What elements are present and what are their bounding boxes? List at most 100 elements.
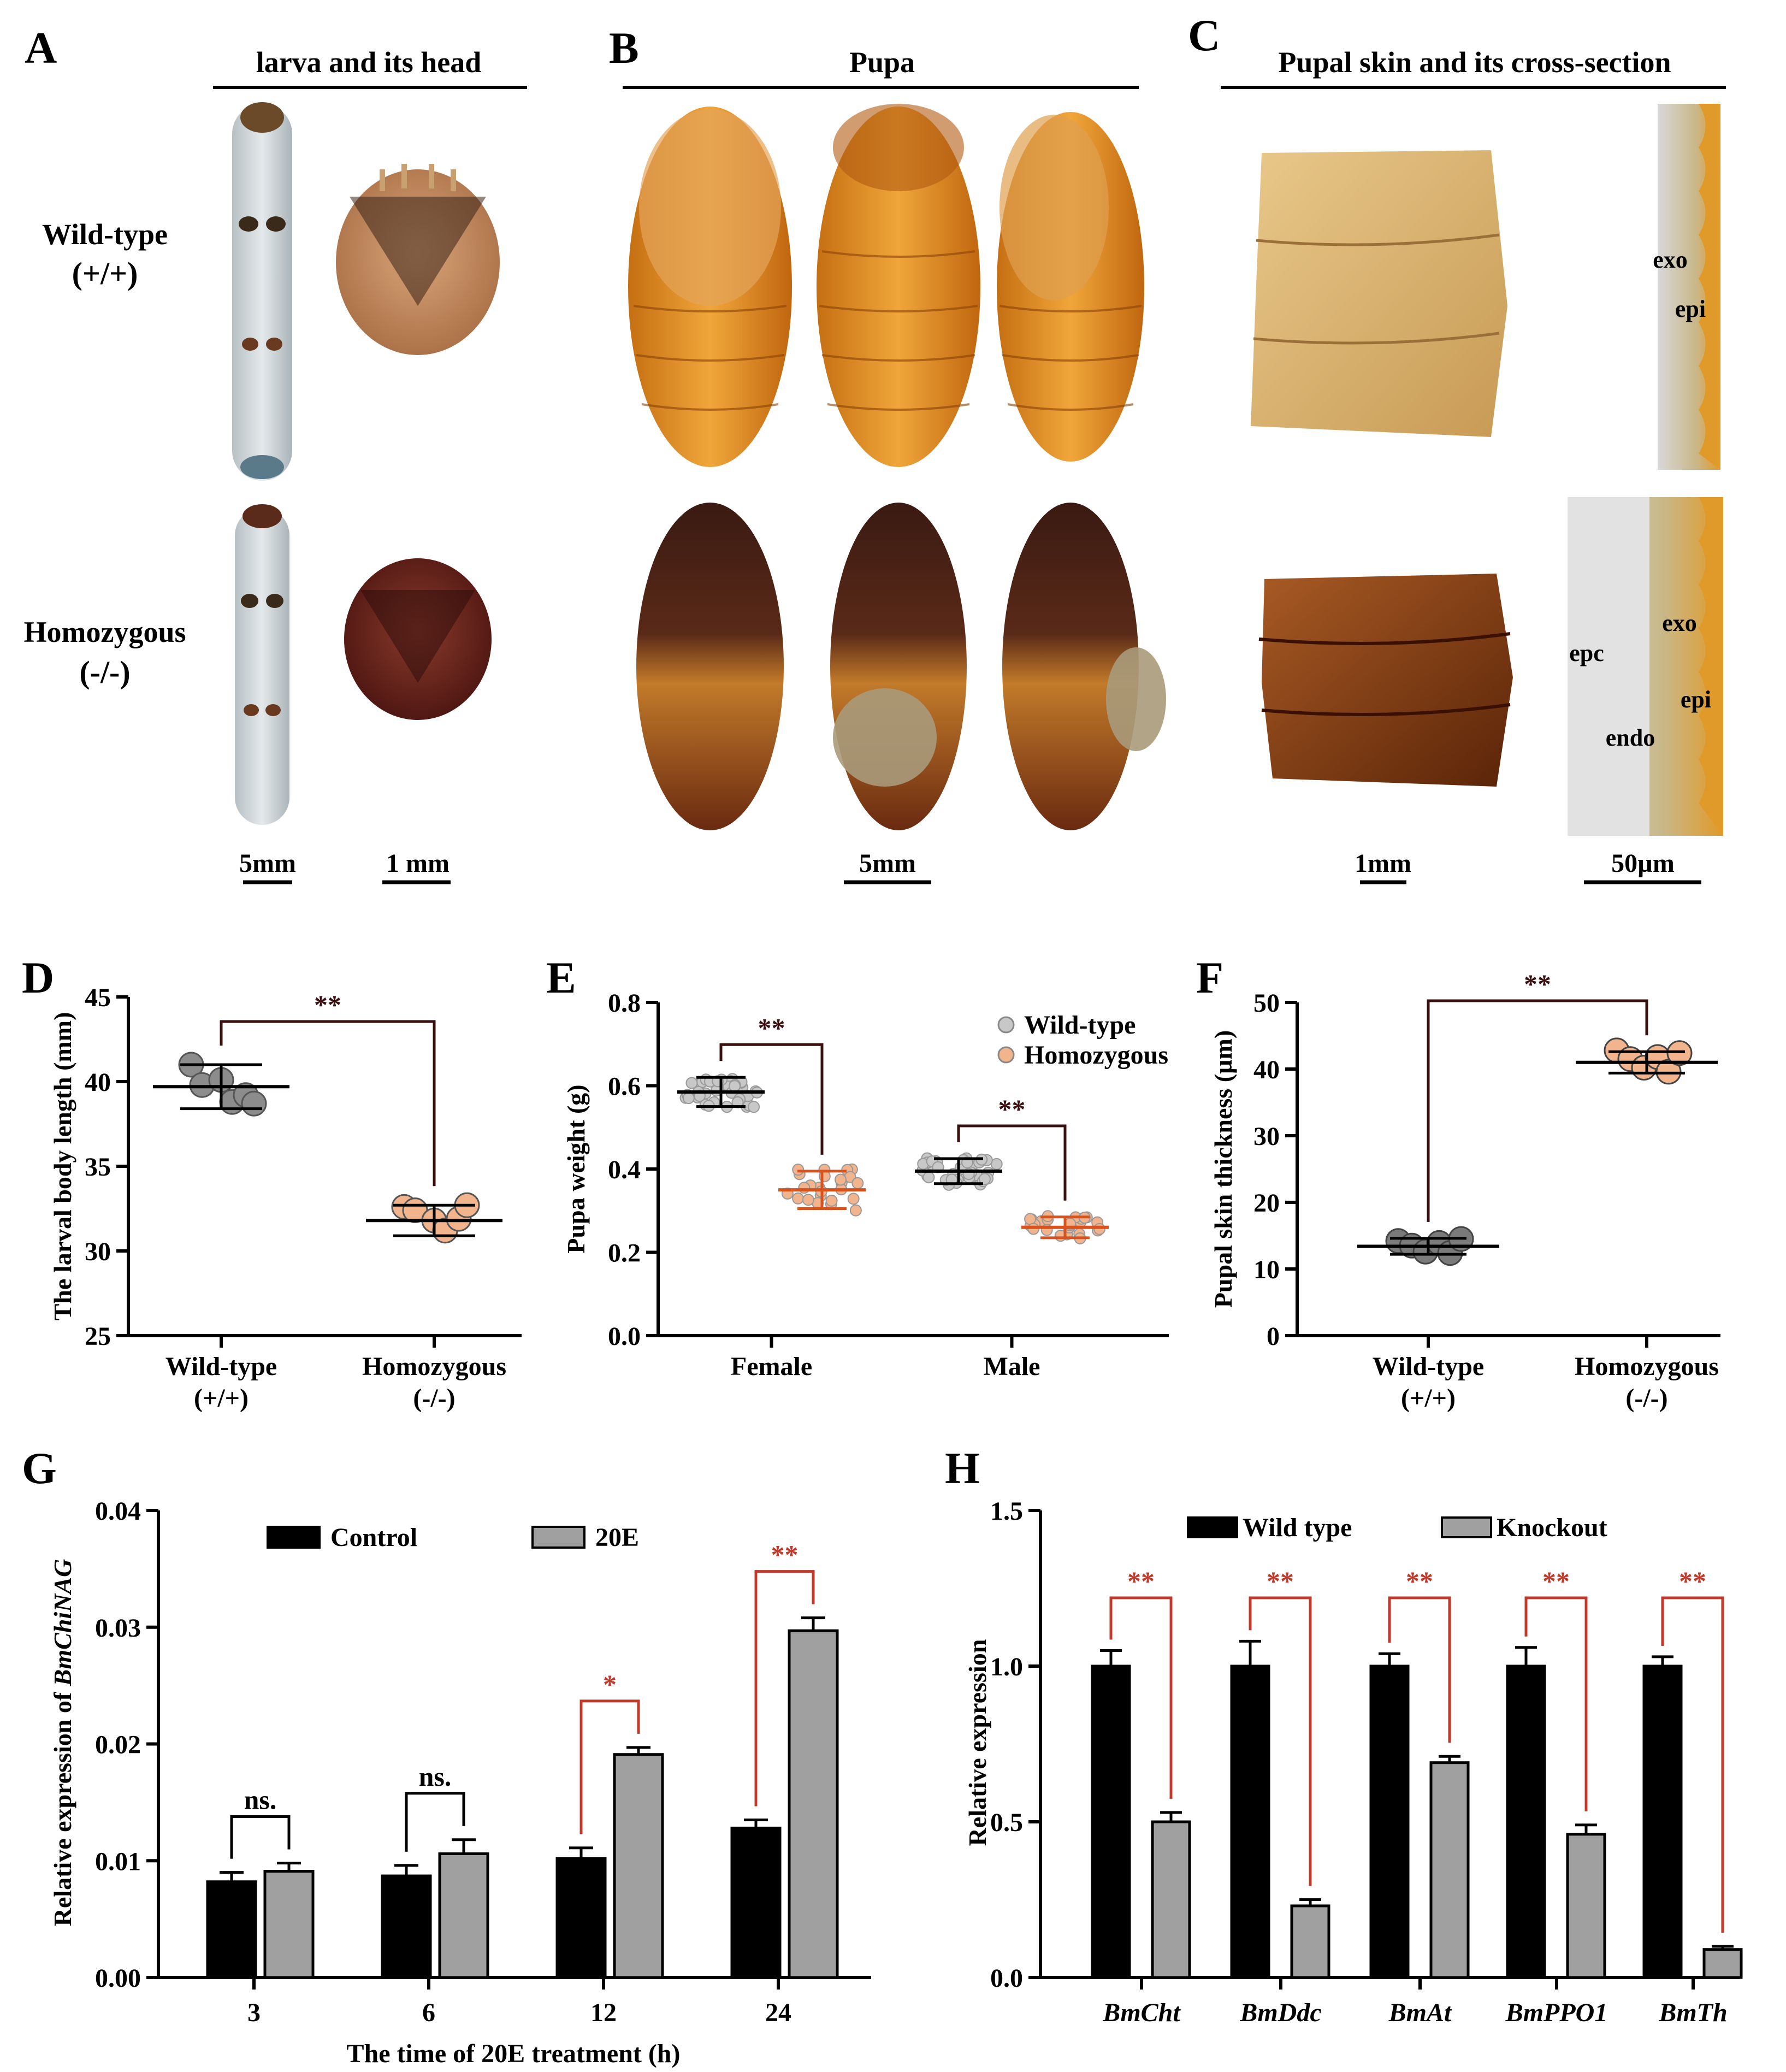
y-tick-label: 20 [1253, 1189, 1280, 1218]
significance-g-bracket [230, 1815, 291, 1859]
x-tick-label: Wild-type [165, 1352, 277, 1381]
control-bar [206, 1880, 257, 1979]
homozygous-pupa-photos [636, 503, 1166, 830]
x-tick-label: 3 [247, 1998, 261, 2027]
y-axis-label: Pupa weight (g) [562, 1084, 590, 1253]
legend-swatch [267, 1526, 321, 1549]
x-tick-label-sub: (-/-) [1625, 1384, 1667, 1413]
panel-letter-b: B [609, 23, 639, 73]
panel-letter-e: E [546, 953, 576, 1002]
y-tick-label: 0.01 [95, 1847, 141, 1876]
panel-c-title: Pupal skin and its cross-section [1278, 46, 1671, 79]
x-tick-label: Male [984, 1352, 1040, 1381]
data-point [847, 1193, 860, 1205]
20e-bar [788, 1629, 839, 1979]
chart-h-relative-expression: H Relative expression 0.0 0.5 1.0 1.5 BmCht ** B… [945, 1443, 1743, 2027]
panel-a: A larva and its head Wild-type (+/+) Hom… [24, 23, 527, 884]
significance-h-bracket [1661, 1596, 1724, 1933]
chart-g-chinag-expression: G Relative expression of BmChiNAG 0.00 0.01… [22, 1443, 871, 2068]
label-endo-homo: endo [1606, 724, 1655, 751]
significance-g-label: * [603, 1669, 617, 1699]
significance-g-label: ns. [244, 1785, 277, 1815]
significance-h-label: ** [1542, 1566, 1570, 1596]
20e-bar [263, 1869, 315, 1979]
legend-label: Wild-type [1024, 1011, 1136, 1040]
significance-h-bracket [1109, 1596, 1173, 1799]
scale-label-skin: 1mm [1355, 849, 1411, 878]
significance-e-bracket [957, 1124, 1067, 1201]
data-point [1024, 1213, 1037, 1225]
y-tick-label: 10 [1253, 1255, 1280, 1284]
label-epi-wild: epi [1675, 296, 1706, 322]
panel-c: C Pupal skin and its cross-section exo e… [1188, 10, 1726, 884]
y-axis-label: Relative expression of BmChiNAG [49, 1559, 76, 1927]
label-epi-homo: epi [1681, 686, 1711, 713]
20e-bar [613, 1753, 664, 1979]
y-axis-label: The larval body length (mm) [49, 1012, 76, 1321]
homozygous-cross-section-photo [1568, 497, 1723, 836]
control-bar [730, 1826, 782, 1979]
legend-label: Control [330, 1523, 417, 1552]
data-point [685, 1077, 698, 1089]
legend-swatch [531, 1526, 586, 1549]
y-tick-label: 30 [85, 1237, 111, 1266]
significance-g-bracket [754, 1570, 815, 1807]
x-tick-label: 6 [422, 1998, 435, 2027]
x-tick-label: BmDdc [1239, 1998, 1321, 2027]
knockout-bar [1290, 1904, 1330, 1979]
control-bar [555, 1857, 607, 1979]
data-point [834, 1173, 847, 1186]
wild-type-bar [1642, 1664, 1683, 1979]
panel-letter-a: A [25, 23, 57, 73]
significance-h-label: ** [1679, 1566, 1706, 1596]
scale-label-pupa: 5mm [859, 849, 916, 878]
data-point [748, 1101, 760, 1113]
legend-label: Homozygous [1024, 1041, 1168, 1070]
data-point [798, 1182, 811, 1194]
x-tick-label: 12 [590, 1998, 617, 2027]
wild-type-bar [1369, 1664, 1410, 1979]
wild-type-bar [1230, 1664, 1270, 1979]
wild-type-pupa-photos [628, 104, 1144, 467]
panel-letter-c: C [1188, 10, 1220, 60]
y-tick-label: 0 [1267, 1322, 1280, 1351]
y-tick-label: 0.0 [608, 1322, 641, 1351]
knockout-bar [1566, 1833, 1606, 1979]
data-point [849, 1204, 862, 1217]
homozygous-larva-photo [235, 504, 289, 825]
label-epc-homo: epc [1569, 640, 1604, 666]
y-tick-label: 1.0 [990, 1652, 1023, 1681]
y-tick-label: 0.2 [608, 1239, 641, 1268]
significance-g-label: ** [771, 1539, 799, 1570]
y-tick-label: 45 [85, 983, 111, 1012]
y-tick-label: 40 [1253, 1055, 1280, 1084]
data-point [728, 1080, 741, 1093]
x-axis-label: The time of 20E treatment (h) [347, 2039, 681, 2068]
wild-type-larva-head-photo [336, 164, 500, 355]
significance-h-bracket [1249, 1596, 1312, 1886]
y-tick-label: 0.0 [990, 1964, 1023, 1993]
significance-g-bracket [579, 1699, 640, 1834]
significance-f-bracket [1427, 999, 1648, 1222]
homozygous-larva-head-photo [344, 558, 492, 720]
data-point [825, 1194, 838, 1207]
significance-h-label: ** [1406, 1566, 1433, 1596]
wild-type-bar [1091, 1664, 1131, 1979]
wild-type-bar [1506, 1664, 1546, 1979]
significance-g-label: ns. [419, 1761, 452, 1792]
significance-h-label: ** [1127, 1566, 1155, 1596]
data-point [792, 1164, 805, 1176]
homozygous-pupal-skin-photo [1258, 574, 1513, 787]
row-label-homo-genotype: (-/-) [79, 654, 130, 690]
significance-d-label: ** [314, 989, 341, 1020]
y-tick-label: 50 [1253, 989, 1280, 1018]
20e-bar [438, 1852, 489, 1979]
legend-marker [997, 1016, 1015, 1034]
data-point [241, 1090, 267, 1117]
y-tick-label: 0.4 [608, 1155, 641, 1184]
label-exo-homo: exo [1662, 610, 1697, 636]
y-tick-label: 25 [85, 1322, 111, 1351]
legend-swatch [1187, 1516, 1238, 1538]
data-point [851, 1177, 864, 1189]
y-tick-label: 0.04 [95, 1497, 141, 1526]
